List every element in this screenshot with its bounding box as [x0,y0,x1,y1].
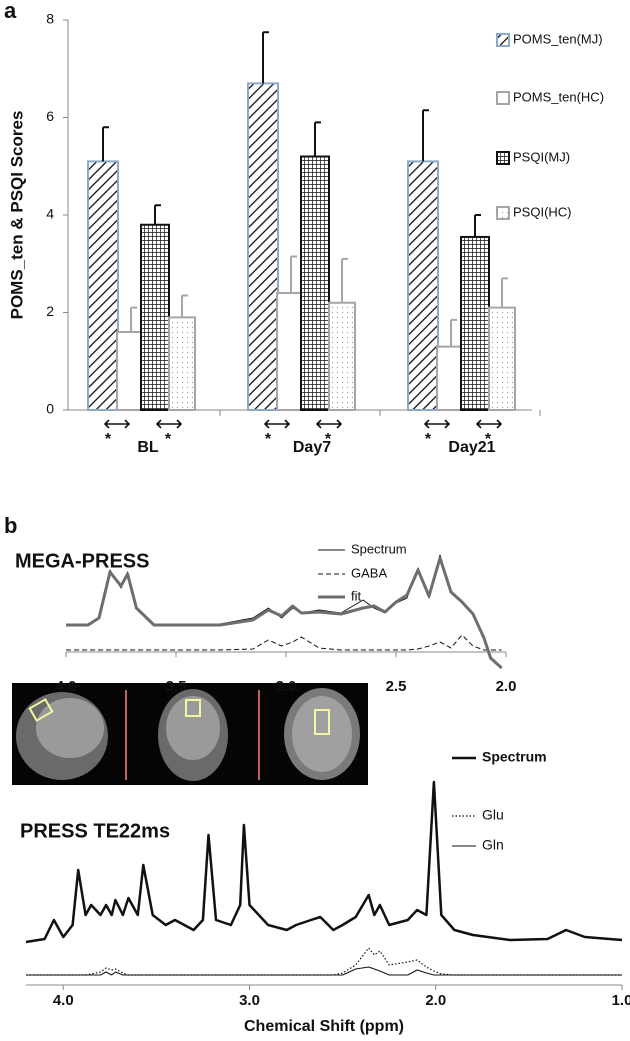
spectrum-line [66,634,502,651]
legend-label: PSQI(HC) [513,204,572,219]
significance-mark: * [485,431,492,448]
significance-mark: * [265,431,272,448]
x-tick-label: 3.5 [166,678,187,695]
comparison-arrow [155,419,183,429]
legend-label: Glu [482,807,504,823]
legend-swatch [496,151,510,165]
y-tick-label: 2 [46,303,54,319]
x-tick-label: Day21 [448,439,495,456]
x-tick-label: 3.0 [276,678,297,695]
bar [407,160,439,411]
legend-label: POMS_ten(MJ) [513,31,603,46]
y-tick-label: 6 [46,108,54,124]
x-tick-label: 2.5 [386,678,407,695]
legend-label: Spectrum [351,541,407,556]
spectrum-line [26,966,622,976]
error-bar [130,306,137,332]
bar [328,301,356,411]
spectrum-line [25,780,623,944]
mri-inset [12,683,368,785]
significance-mark: * [425,431,432,448]
y-tick-label: 8 [46,11,54,27]
error-bar [314,121,321,157]
comparison-arrow [315,419,343,429]
spectrum-line [66,556,503,670]
x-tick-label: 3.0 [239,992,260,1009]
comparison-arrow [103,419,131,429]
x-tick-label: 1.0 [612,992,630,1009]
error-bar [422,109,429,162]
legend-label: Spectrum [482,749,547,765]
bar [460,235,490,411]
significance-mark: * [325,431,332,448]
significance-mark: * [165,431,172,448]
error-bar [501,277,508,308]
legend-label: Gln [482,837,504,853]
comparison-arrow [423,419,451,429]
error-bar [290,255,297,293]
x-tick-label: 4.0 [53,992,74,1009]
comparison-arrow [475,419,503,429]
bar [488,306,516,411]
y-tick-label: 0 [46,401,54,417]
error-bar [262,31,269,84]
panel-label: b [4,513,17,538]
comparison-arrow [263,419,291,429]
error-bar [154,204,161,225]
legend-label: fit [351,588,362,603]
legend-label: PSQI(MJ) [513,149,570,164]
y-axis-label: POMS_ten & PSQI Scores [7,111,26,320]
bar [300,155,330,411]
bar [247,82,279,411]
bar [87,160,119,411]
legend-label: POMS_ten(HC) [513,89,604,104]
x-tick-label: 4.0 [56,678,77,695]
significance-mark: * [105,431,112,448]
x-tick-label: 2.0 [496,678,517,695]
error-bar [181,294,188,318]
y-tick-label: 4 [46,206,54,222]
legend-swatch [496,33,510,47]
bar [168,316,196,411]
legend-label: GABA [351,565,387,580]
panel-label: a [4,0,17,23]
bar [140,223,170,411]
chart-title: MEGA-PRESS [15,550,149,572]
error-bar [450,318,457,347]
x-tick-label: BL [137,439,159,456]
error-bar [102,126,109,162]
x-axis-label: Chemical Shift (ppm) [244,1018,404,1035]
x-tick-label: Day7 [293,439,331,456]
legend-swatch [496,91,510,105]
x-tick-label: 2.0 [425,992,446,1009]
legend-swatch [496,206,510,220]
error-bar [341,257,348,303]
spectrum-line [26,947,622,976]
error-bar [474,214,481,237]
chart-title: PRESS TE22ms [20,820,170,842]
